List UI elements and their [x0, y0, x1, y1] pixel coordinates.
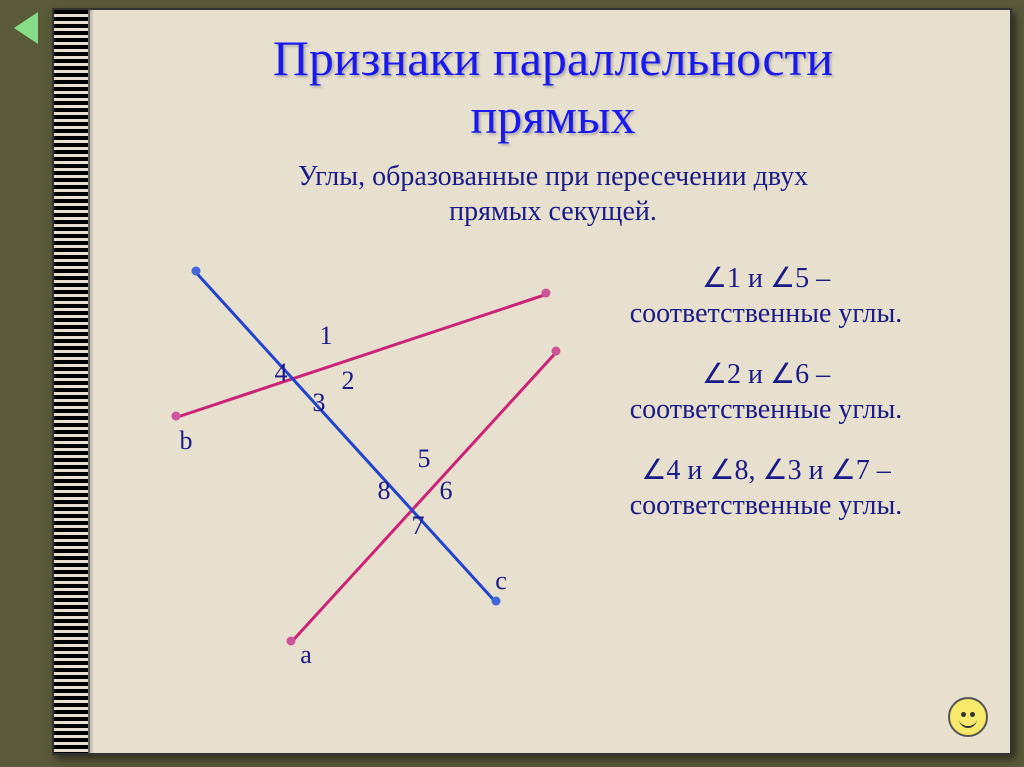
angle-statements: ∠1 и ∠5 – соответственные углы. ∠2 и ∠6 …: [556, 241, 990, 681]
line-b-endpoint: [172, 412, 181, 421]
line-label-c: c: [495, 566, 507, 596]
line-c: [195, 271, 497, 603]
nav-prev-arrow[interactable]: [14, 12, 38, 44]
angle-label-6: 6: [440, 476, 453, 506]
line-a-endpoint: [287, 637, 296, 646]
angle-label-1: 1: [320, 321, 333, 351]
angle-label-5: 5: [418, 444, 431, 474]
statement-3: ∠4 и ∠8, ∠3 и ∠7 – соответственные углы.: [556, 453, 976, 523]
line-a: [290, 351, 557, 643]
notebook-binding: [54, 10, 90, 753]
line-a-endpoint: [552, 347, 561, 356]
statement-2: ∠2 и ∠6 – соответственные углы.: [556, 357, 976, 427]
angle-label-8: 8: [378, 476, 391, 506]
angle-label-4: 4: [275, 358, 288, 388]
statement-2-prefix: ∠2 и ∠6 –: [702, 359, 830, 390]
slide-title: Признаки параллельности прямых: [116, 30, 990, 145]
slide-subtitle: Углы, образованные при пересечении двух …: [116, 159, 990, 229]
line-b-endpoint: [542, 289, 551, 298]
statement-1-prefix: ∠1 и ∠5 –: [702, 263, 830, 294]
statement-2-text: соответственные углы.: [630, 394, 903, 425]
line-c-endpoint: [192, 267, 201, 276]
slide-content: Признаки параллельности прямых Углы, обр…: [96, 10, 1010, 753]
line-c-endpoint: [492, 597, 501, 606]
slide-page: Признаки параллельности прямых Углы, обр…: [52, 8, 1012, 755]
angle-label-2: 2: [342, 366, 355, 396]
body-area: 1234 5678 b a c ∠1 и ∠5 – соответственные уг…: [116, 241, 990, 681]
title-line-1: Признаки параллельности: [273, 30, 833, 86]
lines-diagram: 1234 5678 b a c: [116, 241, 556, 681]
line-label-a: a: [300, 640, 312, 670]
angle-label-3: 3: [313, 388, 326, 418]
subtitle-line-2: прямых секущей.: [449, 196, 657, 227]
statement-1: ∠1 и ∠5 – соответственные углы.: [556, 261, 976, 331]
angle-label-7: 7: [412, 511, 425, 541]
title-line-2: прямых: [471, 88, 636, 144]
statement-1-text: соответственные углы.: [630, 298, 903, 329]
smiley-icon: [948, 697, 988, 737]
line-label-b: b: [180, 426, 193, 456]
statement-3-text: соответственные углы.: [630, 490, 903, 521]
subtitle-line-1: Углы, образованные при пересечении двух: [298, 161, 808, 192]
statement-3-prefix: ∠4 и ∠8, ∠3 и ∠7 –: [641, 455, 890, 486]
